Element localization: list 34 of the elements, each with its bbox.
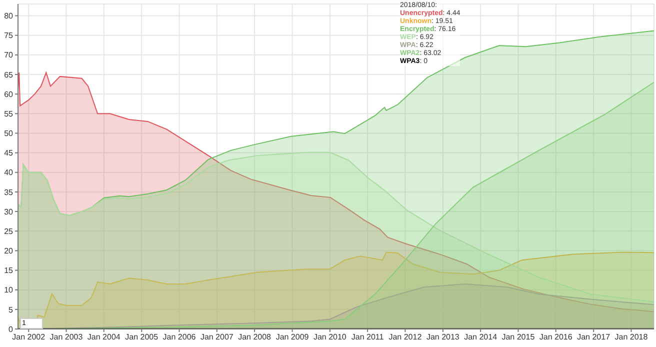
x-tick-label: Jan 2016 — [539, 332, 573, 342]
y-tick-label: 65 — [4, 70, 14, 80]
y-tick-label: 5 — [8, 305, 14, 314]
y-tick-label: 30 — [4, 207, 14, 216]
x-tick-label: Jan 2010 — [313, 332, 347, 342]
y-tick-label: 25 — [4, 226, 14, 236]
x-tick-label: Jan 2004 — [87, 332, 121, 342]
x-tick-label: Jan 2011 — [351, 332, 384, 342]
x-tick-label: Jan 2009 — [276, 332, 310, 342]
x-tick-label: Jan 2017 — [577, 332, 611, 342]
x-tick-label: Jan 2006 — [162, 332, 196, 342]
x-tick-label: Jan 2013 — [426, 332, 460, 342]
x-tick-label: Jan 2008 — [238, 332, 272, 342]
y-tick-label: 0 — [8, 324, 14, 334]
x-tick-label: Jan 2003 — [50, 332, 84, 342]
y-tick-label: 35 — [4, 188, 14, 197]
x-tick-label: Jan 2012 — [388, 332, 422, 342]
y-tick-label: 75 — [4, 31, 14, 40]
y-tick-label: 40 — [4, 168, 14, 178]
y-tick-label: 55 — [4, 109, 14, 118]
y-tick-label: 20 — [4, 246, 14, 256]
x-tick-label: Jan 2002 — [12, 332, 46, 342]
x-tick-label: Jan 2005 — [125, 332, 159, 342]
x-tick-label: Jan 2007 — [200, 332, 234, 342]
x-tick-label: Jan 2015 — [502, 332, 536, 342]
x-tick-label: Jan 2018 — [614, 332, 648, 342]
y-tick-label: 50 — [4, 129, 14, 138]
x-tick-label: Jan 2014 — [464, 332, 498, 342]
y-tick-label: 60 — [4, 90, 14, 99]
y-tick-label: 10 — [4, 286, 14, 295]
y-tick-label: 80 — [4, 12, 14, 21]
y-tick-label: 45 — [4, 148, 14, 158]
y-tick-label: 15 — [4, 266, 14, 276]
y-tick-label: 70 — [4, 50, 14, 60]
